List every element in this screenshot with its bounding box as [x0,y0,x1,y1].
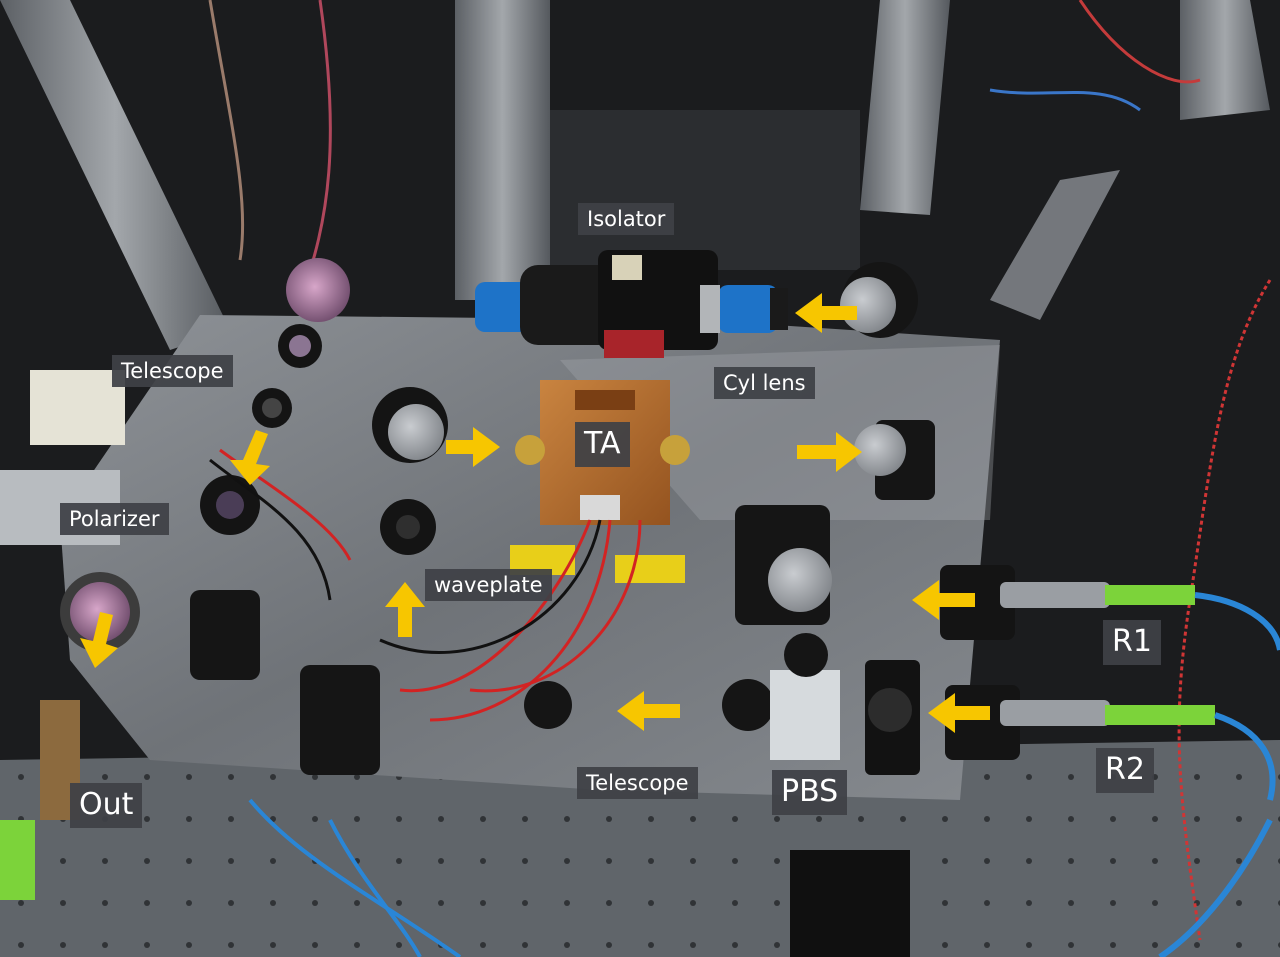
optical-isolator [475,250,788,358]
label-telescope-bottom: Telescope [577,767,698,800]
label-r1: R1 [1103,620,1161,665]
arrow-to-cyl-lens-mirror [797,432,862,472]
arrow-telescope-down [230,430,270,485]
arrow-out-down [80,612,118,668]
label-pbs: PBS [772,770,848,815]
fiber-cables [0,582,1280,957]
label-cyl-lens: Cyl lens [714,367,815,400]
arrow-from-r1 [912,580,975,620]
ta-wires [209,448,642,722]
label-out: Out [70,783,143,828]
optical-mounts [0,258,1020,957]
support-rails [0,0,1270,350]
arrow-to-isolator [795,293,857,333]
label-ta: TA [575,422,630,467]
arrow-from-r2 [928,693,990,733]
label-waveplate: waveplate [425,569,552,602]
label-isolator: Isolator [578,203,675,236]
label-r2: R2 [1096,748,1154,793]
arrow-waveplate-up [385,582,425,637]
label-telescope-top: Telescope [112,355,233,388]
label-polarizer: Polarizer [60,503,169,536]
arrow-to-telescope-bottom [617,691,680,731]
arrow-to-ta [446,427,500,467]
